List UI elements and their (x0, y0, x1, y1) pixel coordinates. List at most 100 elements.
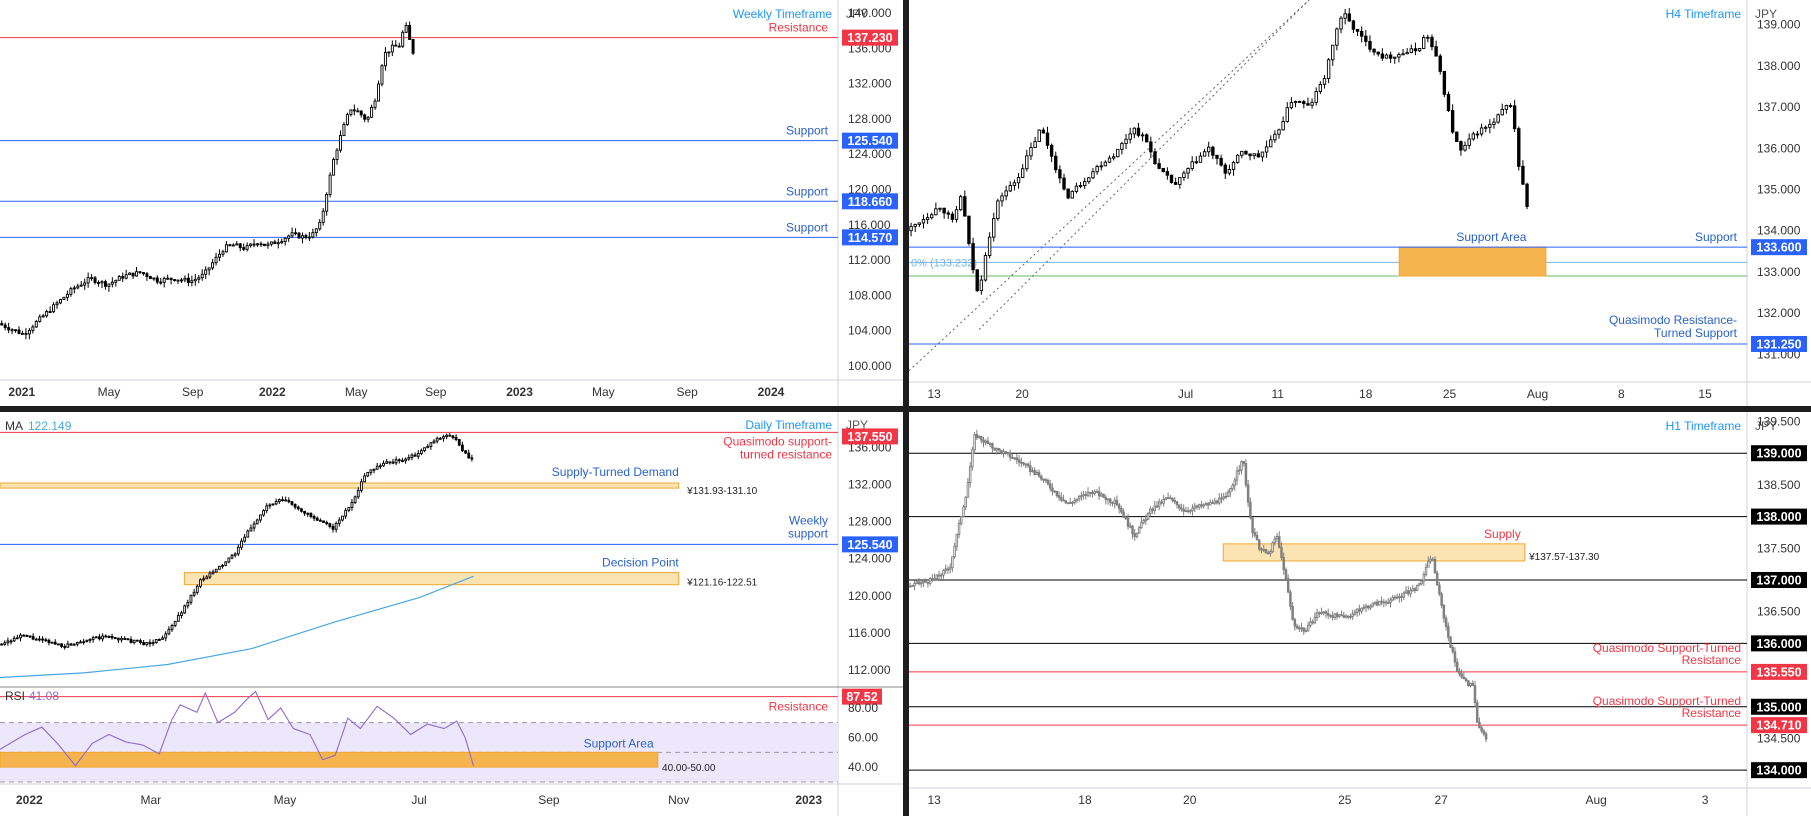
weekly-candle[interactable] (311, 232, 315, 238)
daily-candle[interactable] (44, 639, 48, 642)
h1-candle[interactable] (1095, 491, 1099, 493)
weekly-candle[interactable] (342, 124, 346, 137)
weekly-candle[interactable] (131, 272, 135, 277)
rsi-line[interactable] (0, 690, 474, 767)
daily-candle[interactable] (53, 641, 57, 645)
h1-candle[interactable] (962, 506, 965, 517)
daily-candle[interactable] (445, 434, 449, 438)
daily-candle[interactable] (139, 640, 142, 644)
daily-candle[interactable] (50, 641, 54, 644)
h1-candle[interactable] (1471, 682, 1475, 687)
daily-candle[interactable] (199, 579, 202, 587)
h1-candle[interactable] (1255, 534, 1259, 541)
h1-candle[interactable] (1017, 459, 1021, 463)
weekly-candle[interactable] (345, 114, 349, 125)
daily-candle[interactable] (246, 530, 250, 538)
weekly-candle[interactable] (141, 272, 145, 275)
daily-candle[interactable] (85, 639, 89, 643)
h4-candle[interactable] (1467, 138, 1471, 146)
h4-candle[interactable] (1302, 101, 1306, 105)
h4-candle[interactable] (1223, 164, 1227, 174)
daily-candle[interactable] (413, 454, 417, 457)
weekly-candle[interactable] (325, 193, 329, 212)
h1-candle[interactable] (1211, 502, 1214, 504)
h4-candle[interactable] (1397, 54, 1401, 58)
h4-candle[interactable] (1066, 188, 1070, 199)
h4-candle[interactable] (1124, 138, 1128, 145)
h1-candle[interactable] (1415, 584, 1419, 591)
daily-candle[interactable] (356, 489, 360, 498)
h1-candle[interactable] (1475, 702, 1479, 723)
daily-candle[interactable] (192, 591, 196, 596)
h1-candle[interactable] (948, 567, 952, 570)
h4-candle[interactable] (1417, 48, 1422, 52)
h4-candle[interactable] (963, 196, 967, 217)
h4-candle[interactable] (1045, 132, 1050, 146)
horizontal-divider[interactable] (0, 406, 1811, 412)
h4-candle[interactable] (1331, 44, 1335, 61)
daily-candle[interactable] (303, 510, 306, 514)
h4-candle[interactable] (1091, 171, 1095, 179)
weekly-candle[interactable] (242, 247, 246, 250)
daily-candle[interactable] (382, 462, 385, 467)
h1-candle[interactable] (1100, 493, 1103, 497)
h1-candle[interactable] (995, 447, 999, 451)
weekly-candle[interactable] (14, 329, 18, 332)
h1-candle[interactable] (1275, 536, 1279, 540)
h4-candle[interactable] (1405, 52, 1409, 55)
h1-candle[interactable] (1289, 591, 1292, 607)
h4-candle[interactable] (1500, 108, 1504, 116)
h1-candle[interactable] (1444, 617, 1448, 627)
weekly-candle[interactable] (211, 262, 215, 269)
h1-candle[interactable] (1189, 510, 1192, 513)
h1-candle[interactable] (964, 496, 967, 508)
weekly-candle[interactable] (38, 316, 42, 322)
h4-candle[interactable] (1128, 133, 1132, 140)
h1-candle[interactable] (1204, 503, 1208, 506)
h1-candle[interactable] (1253, 532, 1257, 536)
h1-candle[interactable] (915, 581, 919, 584)
h1-candle[interactable] (911, 585, 914, 588)
h1-candle[interactable] (1026, 463, 1030, 467)
h1-candle[interactable] (1373, 601, 1377, 604)
daily-candle[interactable] (9, 640, 13, 643)
h4-candle[interactable] (1240, 150, 1244, 156)
h1-candle[interactable] (1051, 487, 1054, 492)
daily-candle[interactable] (19, 634, 22, 639)
daily-candle[interactable] (28, 635, 32, 638)
weekly-candle[interactable] (97, 282, 101, 284)
h4-candle[interactable] (1322, 78, 1327, 85)
h1-candle[interactable] (1438, 584, 1441, 595)
h4-candle[interactable] (1326, 59, 1331, 79)
h4-candle[interactable] (1512, 105, 1517, 130)
h1-candle[interactable] (993, 447, 996, 451)
h1-candle[interactable] (1366, 605, 1370, 609)
weekly-candle[interactable] (107, 283, 111, 287)
h1-candle[interactable] (1055, 490, 1059, 496)
h1-candle[interactable] (1088, 491, 1092, 494)
daily-candle[interactable] (470, 457, 474, 460)
weekly-candle[interactable] (276, 242, 280, 245)
daily-candle[interactable] (259, 514, 262, 521)
h1-candle[interactable] (1008, 452, 1012, 458)
daily-candle[interactable] (176, 615, 180, 622)
h1-candle[interactable] (1473, 685, 1477, 704)
daily-candle[interactable] (457, 439, 461, 446)
weekly-candle[interactable] (218, 253, 221, 258)
h4-candle[interactable] (1008, 185, 1012, 192)
weekly-candle[interactable] (300, 235, 304, 239)
daily-candle[interactable] (69, 643, 73, 646)
weekly-candle[interactable] (128, 272, 132, 276)
h1-candle[interactable] (1387, 602, 1390, 605)
h1-candle[interactable] (937, 574, 941, 577)
weekly-candle[interactable] (262, 243, 266, 247)
h4-candle[interactable] (934, 208, 938, 216)
decision-point-zone[interactable] (183, 572, 680, 586)
daily-candle[interactable] (113, 637, 117, 640)
h1-candle[interactable] (1011, 456, 1014, 459)
daily-candle[interactable] (360, 481, 363, 491)
weekly-candle[interactable] (83, 282, 87, 286)
h4-candle[interactable] (950, 213, 955, 220)
h1-candle[interactable] (1293, 619, 1297, 627)
